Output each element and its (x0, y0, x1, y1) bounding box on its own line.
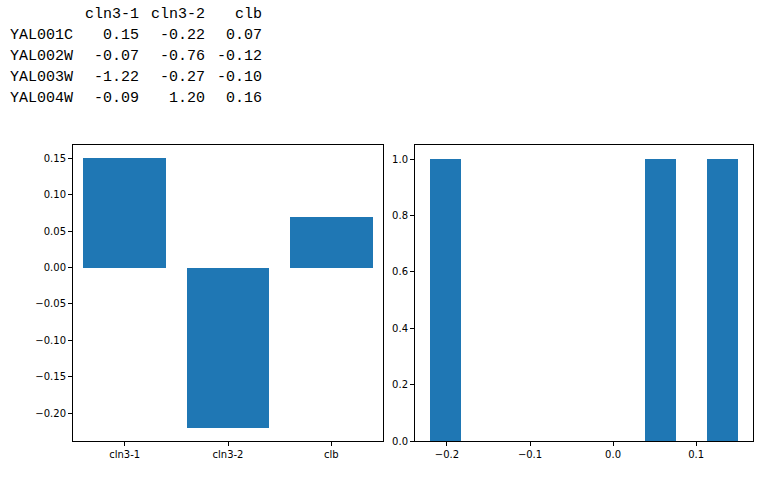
svg-text:−0.20: −0.20 (35, 408, 66, 419)
html-text:cln3-2: cln3-2 (151, 6, 205, 23)
svg-text:clb: clb (324, 449, 339, 460)
html-text:YAL001C: YAL001C (10, 27, 73, 44)
svg-text:0.1: 0.1 (688, 449, 704, 460)
html-text:0.15: 0.15 (103, 27, 139, 44)
html-text:-0.27: -0.27 (160, 69, 205, 86)
svg-text:0.05: 0.05 (44, 226, 66, 237)
svg-text:0.2: 0.2 (392, 379, 408, 390)
html-text:0.16: 0.16 (226, 90, 263, 107)
svg-text:−0.05: −0.05 (35, 298, 66, 309)
svg-text:−0.10: −0.10 (35, 335, 66, 346)
html-text:-0.76: -0.76 (160, 48, 205, 65)
html-text:-0.12: -0.12 (217, 48, 263, 65)
svg-text:0.0: 0.0 (392, 436, 408, 447)
html-text:YAL002W: YAL002W (10, 48, 73, 65)
svg-text:0.8: 0.8 (392, 210, 408, 221)
html-text:cln3-1: cln3-1 (85, 6, 139, 23)
html-text:-0.22: -0.22 (160, 27, 205, 44)
svg-text:0.6: 0.6 (392, 266, 408, 277)
svg-text:−0.2: −0.2 (435, 449, 459, 460)
html-text:-1.22: -1.22 (94, 69, 139, 86)
html-text:YAL004W: YAL004W (10, 90, 73, 107)
svg-text:0.15: 0.15 (44, 153, 66, 164)
html-text:0.07: 0.07 (226, 27, 263, 44)
svg-text:−0.1: −0.1 (518, 449, 542, 460)
svg-text:0.10: 0.10 (44, 189, 66, 200)
svg-text:−0.15: −0.15 (35, 371, 66, 382)
html-text:1.20: 1.20 (169, 90, 205, 107)
svg-text:0.4: 0.4 (392, 323, 408, 334)
html-text:clb: clb (235, 6, 263, 23)
svg-text:0.0: 0.0 (605, 449, 621, 460)
svg-text:1.0: 1.0 (392, 154, 408, 165)
html-text:-0.10: -0.10 (217, 69, 263, 86)
html-text:-0.09: -0.09 (94, 90, 139, 107)
svg-text:0.00: 0.00 (44, 262, 66, 273)
html-text:-0.07: -0.07 (94, 48, 139, 65)
svg-text:cln3-2: cln3-2 (213, 449, 244, 460)
svg-text:cln3-1: cln3-1 (109, 449, 140, 460)
html-text:YAL003W: YAL003W (10, 69, 73, 86)
